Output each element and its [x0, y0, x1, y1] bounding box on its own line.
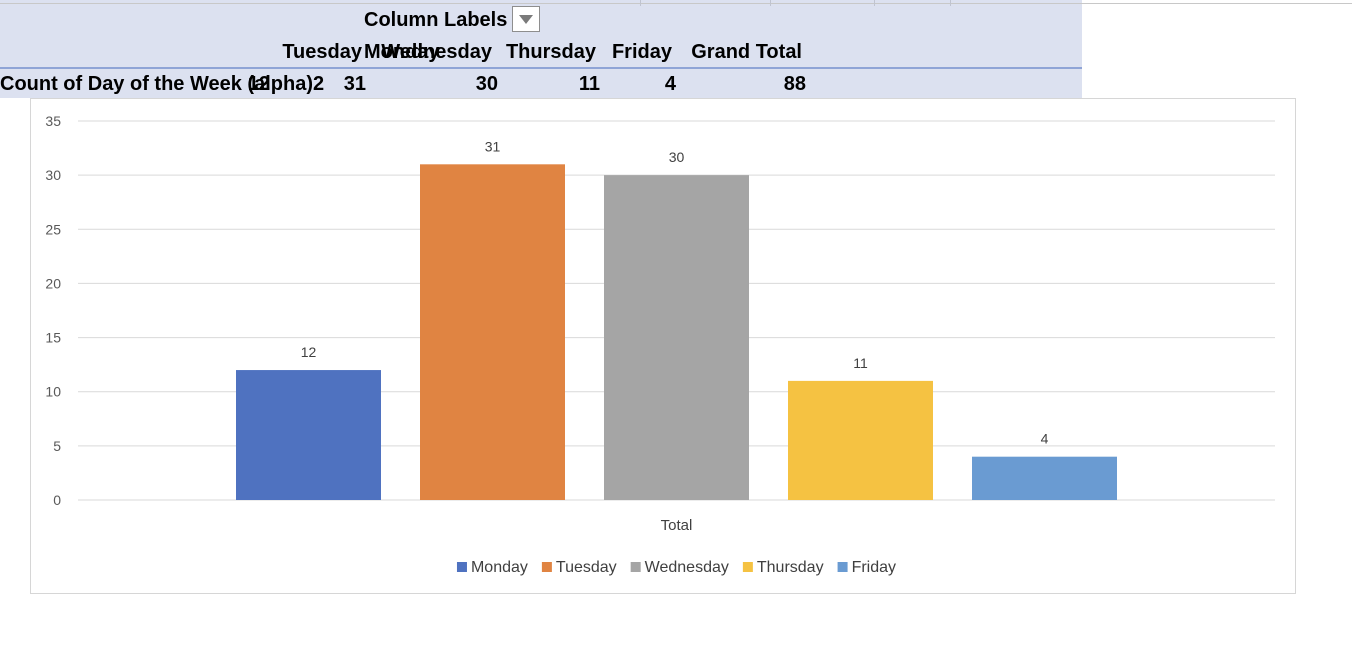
bar-chart: 0 5 10 15 20 25 30 35 12 31 30 11 4 Total Monday Tuesda…: [45, 113, 1275, 576]
bar-monday: [236, 370, 381, 500]
data-label: 30: [669, 149, 685, 165]
legend-swatch: [837, 562, 848, 572]
header-monday: Monday: [364, 41, 440, 63]
bar-thursday: [788, 380, 933, 500]
row-label: Count of Day of the Week (alpha)2: [0, 73, 325, 95]
header-grand-total: Grand Total: [691, 41, 802, 63]
y-tick-label: 15: [45, 330, 61, 346]
legend-item: Tuesday: [556, 559, 617, 576]
column-labels-header: Column Labels: [364, 9, 508, 31]
y-tick-label: 30: [45, 167, 61, 183]
y-tick-label: 10: [45, 384, 61, 400]
value-thursday: 11: [578, 73, 600, 95]
data-label: 4: [1041, 431, 1049, 447]
y-tick-label: 25: [45, 221, 61, 237]
header-divider: [0, 67, 1082, 69]
y-tick-label: 0: [53, 492, 61, 508]
cell-gridline: [640, 0, 641, 6]
legend-swatch: [630, 562, 641, 572]
y-tick-label: 35: [45, 113, 61, 129]
legend-swatch: [456, 562, 467, 572]
chevron-down-icon: [519, 15, 533, 24]
header-wednesday: Wednesday: [381, 41, 492, 63]
legend-item: Wednesday: [645, 559, 729, 576]
legend-swatch: [541, 562, 552, 572]
cell-gridline: [874, 0, 875, 6]
column-labels-filter-button[interactable]: [512, 6, 540, 32]
y-tick-label: 20: [45, 275, 61, 291]
legend-swatch: [742, 562, 753, 572]
value-wednesday: 30: [475, 73, 498, 95]
legend-item: Thursday: [757, 559, 824, 576]
bar-friday: [972, 456, 1117, 500]
header-friday: Friday: [611, 41, 672, 63]
legend-item: Monday: [471, 559, 528, 576]
value-tuesday: 31: [343, 73, 366, 95]
header-tuesday: Tuesday: [282, 41, 362, 63]
legend-item: Friday: [852, 559, 896, 576]
data-label: 11: [853, 355, 868, 371]
value-friday: 4: [664, 73, 676, 95]
x-tick-label: Total: [661, 517, 693, 534]
sheet-top-border: [0, 3, 1352, 4]
chart-area[interactable]: 0 5 10 15 20 25 30 35 12 31 30 11 4 Total Monday Tuesda…: [30, 98, 1296, 594]
data-label: 31: [485, 138, 501, 154]
bar-wednesday: [604, 175, 749, 500]
value-grand-total: 88: [783, 73, 806, 95]
header-thursday: Thursday: [505, 41, 596, 63]
cell-gridline: [770, 0, 771, 6]
value-monday: 12: [247, 73, 270, 95]
y-tick-label: 5: [53, 438, 61, 454]
pivot-table: Column Labels Monday Tuesday Wednesday T…: [0, 0, 1352, 98]
data-label: 12: [301, 344, 317, 360]
cell-gridline: [950, 0, 951, 6]
bar-tuesday: [420, 164, 565, 501]
